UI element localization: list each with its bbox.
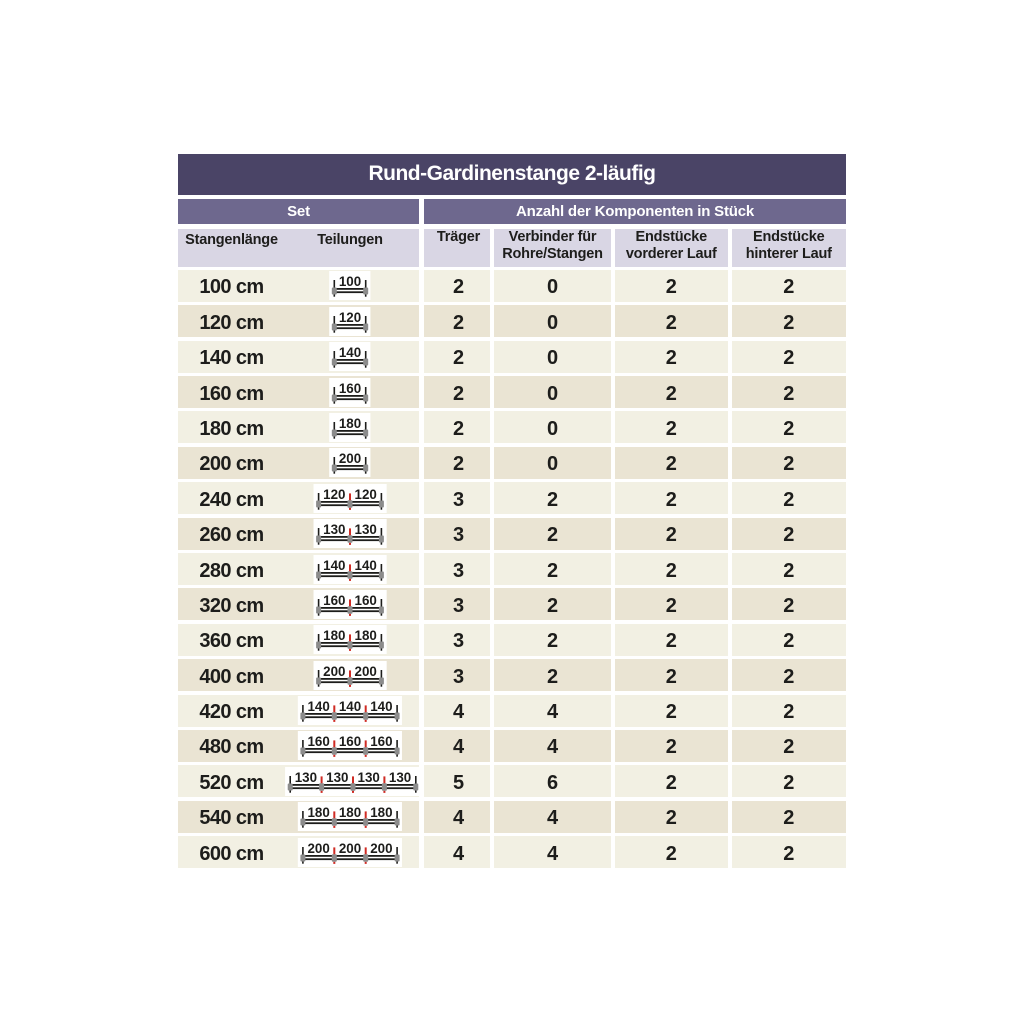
svg-text:100: 100 — [339, 274, 361, 289]
svg-text:200: 200 — [307, 840, 329, 855]
svg-text:180: 180 — [370, 805, 392, 820]
svg-text:130: 130 — [295, 770, 317, 785]
svg-text:120: 120 — [339, 310, 361, 325]
svg-text:130: 130 — [355, 522, 377, 537]
svg-text:140: 140 — [355, 557, 377, 572]
svg-text:140: 140 — [370, 699, 392, 714]
svg-text:140: 140 — [307, 699, 329, 714]
svg-text:120: 120 — [323, 487, 345, 502]
svg-text:160: 160 — [339, 380, 361, 395]
svg-text:140: 140 — [339, 699, 361, 714]
svg-text:140: 140 — [323, 557, 345, 572]
svg-text:180: 180 — [323, 628, 345, 643]
svg-text:200: 200 — [323, 663, 345, 678]
svg-text:130: 130 — [389, 770, 411, 785]
svg-text:160: 160 — [307, 734, 329, 749]
svg-text:130: 130 — [358, 770, 380, 785]
svg-text:200: 200 — [339, 840, 361, 855]
svg-text:180: 180 — [339, 805, 361, 820]
svg-text:130: 130 — [323, 522, 345, 537]
svg-text:160: 160 — [339, 734, 361, 749]
svg-text:160: 160 — [355, 593, 377, 608]
svg-text:160: 160 — [370, 734, 392, 749]
svg-text:160: 160 — [323, 593, 345, 608]
svg-text:200: 200 — [339, 451, 361, 466]
svg-text:180: 180 — [355, 628, 377, 643]
svg-text:200: 200 — [355, 663, 377, 678]
svg-text:140: 140 — [339, 345, 361, 360]
svg-text:130: 130 — [326, 770, 348, 785]
svg-text:200: 200 — [370, 840, 392, 855]
svg-text:180: 180 — [339, 416, 361, 431]
svg-text:120: 120 — [355, 487, 377, 502]
svg-text:180: 180 — [307, 805, 329, 820]
